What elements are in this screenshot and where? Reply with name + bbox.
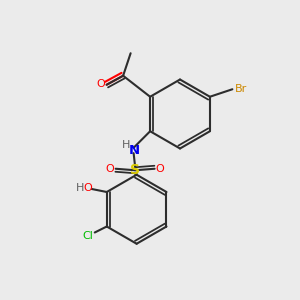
Text: H: H bbox=[76, 183, 84, 193]
Text: O: O bbox=[84, 183, 92, 193]
Text: H: H bbox=[122, 140, 130, 150]
Text: S: S bbox=[130, 163, 140, 177]
Text: O: O bbox=[156, 164, 164, 174]
Text: Cl: Cl bbox=[82, 230, 93, 241]
Text: N: N bbox=[129, 144, 140, 157]
Text: Br: Br bbox=[235, 84, 247, 94]
Text: O: O bbox=[97, 79, 106, 89]
Text: O: O bbox=[106, 164, 115, 174]
